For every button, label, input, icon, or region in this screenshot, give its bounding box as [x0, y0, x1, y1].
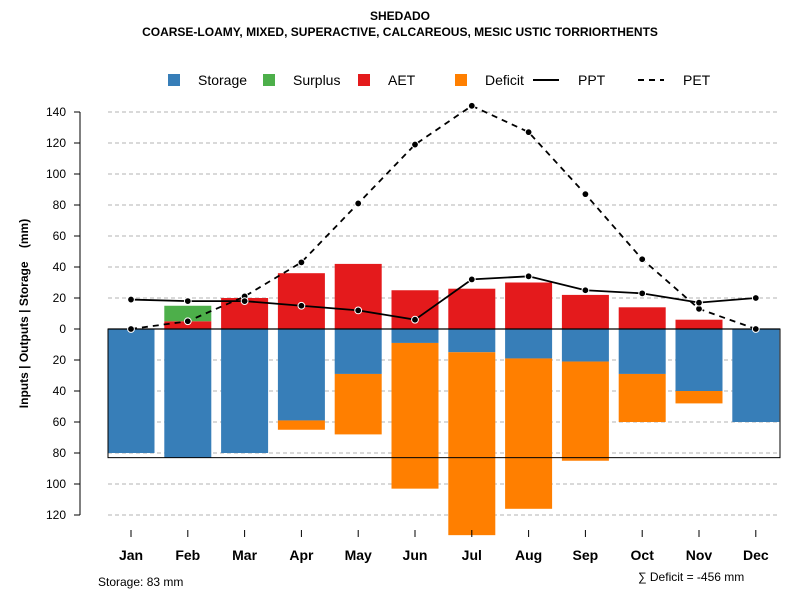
y-tick-label: 120 — [46, 136, 66, 150]
deficit-bar — [334, 373, 382, 435]
y-tick-label: 120 — [46, 508, 66, 522]
legend-swatch — [358, 74, 370, 86]
ppt-point — [751, 294, 760, 302]
deficit-bar — [561, 361, 609, 461]
pet-point — [638, 255, 647, 264]
chart-title: SHEDADO — [369, 9, 430, 23]
storage-note: Storage: 83 mm — [98, 575, 184, 589]
deficit-bar — [277, 420, 325, 430]
legend-swatch — [263, 74, 275, 86]
y-tick-label: 40 — [53, 384, 67, 398]
ppt-line — [130, 275, 756, 321]
pet-point — [127, 325, 135, 333]
storage-bar — [391, 329, 439, 343]
legend-swatch — [168, 74, 180, 86]
storage-bar — [618, 329, 666, 374]
legend-swatch — [455, 74, 467, 86]
x-tick-label: Sep — [573, 547, 599, 563]
ppt-point — [638, 289, 647, 298]
deficit-bar — [391, 342, 439, 489]
x-tick-label: Dec — [743, 547, 769, 563]
aet-bar — [618, 307, 666, 329]
pet-point — [524, 128, 533, 137]
y-tick-label: 60 — [53, 415, 67, 429]
y-axis-title: Inputs | Outputs | Storage (mm) — [17, 219, 31, 408]
legend-label: Storage — [198, 72, 247, 88]
aet-bar — [448, 288, 496, 329]
storage-bar — [221, 329, 269, 453]
deficit-bar — [448, 352, 496, 536]
y-tick-label: 40 — [53, 260, 67, 274]
x-tick-label: Oct — [631, 547, 655, 563]
aet-bar — [675, 319, 723, 329]
y-tick-label: 100 — [46, 477, 66, 491]
deficit-bar — [505, 358, 553, 509]
storage-bar — [675, 329, 723, 391]
pet-line — [130, 104, 757, 330]
pet-point — [751, 325, 760, 333]
y-tick-label: 100 — [46, 167, 66, 181]
pet-point — [411, 140, 419, 149]
storage-bar — [732, 329, 780, 422]
aet-bar — [334, 263, 382, 329]
pet-point — [581, 190, 590, 199]
aet-bar — [505, 282, 553, 329]
x-tick-label: Jan — [119, 547, 143, 563]
storage-bar — [505, 329, 553, 359]
ppt-point — [695, 298, 703, 307]
x-tick-label: Jun — [403, 547, 428, 563]
x-tick-label: Nov — [686, 547, 713, 563]
x-tick-label: Aug — [515, 547, 542, 563]
deficit-bar — [618, 373, 666, 422]
storage-bar — [164, 329, 212, 458]
pet-point — [467, 101, 476, 110]
deficit-note: ∑ Deficit = -456 mm — [638, 570, 745, 584]
ppt-point — [240, 297, 249, 306]
x-tick-label: May — [345, 547, 372, 563]
x-tick-label: Jul — [462, 547, 482, 563]
ppt-point — [467, 275, 476, 284]
x-tick-label: Mar — [232, 547, 257, 563]
legend-label: PET — [683, 72, 711, 88]
ppt-point — [581, 286, 590, 295]
ppt-point — [411, 315, 419, 324]
ppt-point — [354, 306, 363, 315]
chart-subtitle: COARSE-LOAMY, MIXED, SUPERACTIVE, CALCAR… — [142, 25, 658, 39]
ppt-point — [127, 295, 135, 304]
pet-point — [183, 317, 192, 326]
pet-point — [297, 258, 306, 267]
legend-label: PPT — [578, 72, 606, 88]
pet-point — [354, 199, 363, 208]
aet-bar — [277, 273, 325, 329]
storage-bar — [561, 329, 609, 362]
y-tick-label: 80 — [53, 198, 67, 212]
ppt-point — [524, 272, 533, 281]
legend-label: Deficit — [485, 72, 524, 88]
ppt-point — [183, 297, 192, 306]
legend-label: AET — [388, 72, 416, 88]
y-tick-label: 80 — [53, 446, 67, 460]
ppt-point — [297, 301, 306, 310]
surplus-bar — [164, 305, 212, 322]
x-tick-label: Feb — [175, 547, 200, 563]
storage-bar — [277, 329, 325, 421]
y-tick-label: 60 — [53, 229, 67, 243]
x-tick-label: Apr — [289, 547, 314, 563]
legend-label: Surplus — [293, 72, 340, 88]
y-tick-label: 140 — [46, 105, 66, 119]
y-tick-label: 20 — [53, 353, 67, 367]
y-tick-label: 20 — [53, 291, 67, 305]
aet-bar — [561, 294, 609, 329]
deficit-bar — [675, 391, 723, 404]
storage-bar — [448, 329, 496, 353]
y-tick-label: 0 — [59, 322, 66, 336]
storage-bar — [107, 329, 155, 453]
storage-bar — [334, 329, 382, 374]
